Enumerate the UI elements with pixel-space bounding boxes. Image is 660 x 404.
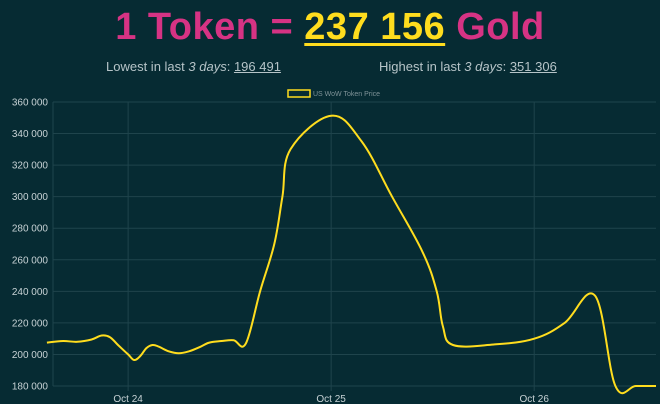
y-tick-label: 320 000 xyxy=(12,161,49,172)
series-layer xyxy=(43,112,660,395)
price-data-point[interactable] xyxy=(449,341,457,349)
price-data-point[interactable] xyxy=(419,248,427,256)
lowest-stat: Lowest in last 3 days: 196 491 xyxy=(106,59,281,74)
y-tick-label: 180 000 xyxy=(12,382,49,393)
price-data-point[interactable] xyxy=(433,287,441,295)
price-data-point[interactable] xyxy=(490,341,498,349)
x-axis-ticks: Oct 24 Oct 25 Oct 26 xyxy=(113,394,549,404)
price-data-point[interactable] xyxy=(591,292,599,300)
current-price-link[interactable]: 237 156 xyxy=(304,6,446,48)
price-data-point[interactable] xyxy=(530,335,538,343)
x-tick-label: Oct 26 xyxy=(519,394,549,404)
price-data-point[interactable] xyxy=(287,145,295,153)
y-tick-label: 280 000 xyxy=(12,224,49,235)
lowest-value-link[interactable]: 196 491 xyxy=(233,59,281,74)
price-data-point[interactable] xyxy=(652,382,660,390)
y-tick-label: 200 000 xyxy=(12,350,49,361)
price-data-point[interactable] xyxy=(175,349,183,357)
y-tick-label: 260 000 xyxy=(12,255,49,266)
price-data-point[interactable] xyxy=(43,339,51,347)
highest-stat: Highest in last 3 days: 351 306 xyxy=(379,59,557,74)
price-chart: 180 000 200 000 220 000 240 000 260 000 280 0… xyxy=(12,89,660,404)
price-data-point[interactable] xyxy=(256,287,264,295)
price-data-point[interactable] xyxy=(218,337,226,345)
legend-swatch xyxy=(287,89,311,98)
price-data-point[interactable] xyxy=(185,347,193,355)
y-tick-label: 300 000 xyxy=(12,192,49,203)
y-tick-label: 360 000 xyxy=(12,98,49,109)
price-data-point[interactable] xyxy=(388,193,396,201)
price-data-point[interactable] xyxy=(59,337,67,345)
price-data-point[interactable] xyxy=(278,193,286,201)
y-tick-label: 220 000 xyxy=(12,318,49,329)
price-data-point[interactable] xyxy=(205,339,213,347)
price-data-point[interactable] xyxy=(632,382,640,390)
y-tick-label: 340 000 xyxy=(12,129,49,140)
price-data-point[interactable] xyxy=(270,240,278,248)
grid-lines xyxy=(52,101,656,391)
price-data-point[interactable] xyxy=(611,382,619,390)
token-label: 1 Token = xyxy=(115,6,294,48)
price-data-point[interactable] xyxy=(88,336,96,344)
highest-prefix: Highest in last xyxy=(379,59,461,74)
price-data-point[interactable] xyxy=(195,343,203,351)
x-tick-label: Oct 25 xyxy=(316,394,346,404)
lowest-period: 3 days xyxy=(188,59,227,74)
price-data-point[interactable] xyxy=(242,339,250,347)
price-data-point[interactable] xyxy=(114,341,122,349)
price-data-point[interactable] xyxy=(561,319,569,327)
price-data-point[interactable] xyxy=(439,322,447,330)
price-data-point[interactable] xyxy=(106,333,114,341)
lowest-prefix: Lowest in last xyxy=(106,59,185,74)
gold-label: Gold xyxy=(456,6,545,48)
y-tick-label: 240 000 xyxy=(12,287,49,298)
highest-period: 3 days xyxy=(464,59,503,74)
price-data-point[interactable] xyxy=(327,112,335,120)
price-data-point[interactable] xyxy=(98,332,106,340)
price-series-line xyxy=(46,114,656,395)
highest-value-link[interactable]: 351 306 xyxy=(509,59,557,74)
legend[interactable]: US WoW Token Price xyxy=(287,89,380,98)
price-data-point[interactable] xyxy=(165,347,173,355)
price-data-point[interactable] xyxy=(155,343,163,351)
price-data-point[interactable] xyxy=(358,137,366,145)
y-axis-ticks: 180 000 200 000 220 000 240 000 260 000 280 0… xyxy=(12,98,49,393)
price-data-point[interactable] xyxy=(124,350,132,358)
price-data-point[interactable] xyxy=(230,336,238,344)
price-headline: 1 Token = 237 156 Gold xyxy=(0,2,660,52)
x-tick-label: Oct 24 xyxy=(113,394,143,404)
price-data-point[interactable] xyxy=(136,352,144,360)
price-data-point[interactable] xyxy=(73,338,81,346)
legend-label: US WoW Token Price xyxy=(313,91,380,98)
